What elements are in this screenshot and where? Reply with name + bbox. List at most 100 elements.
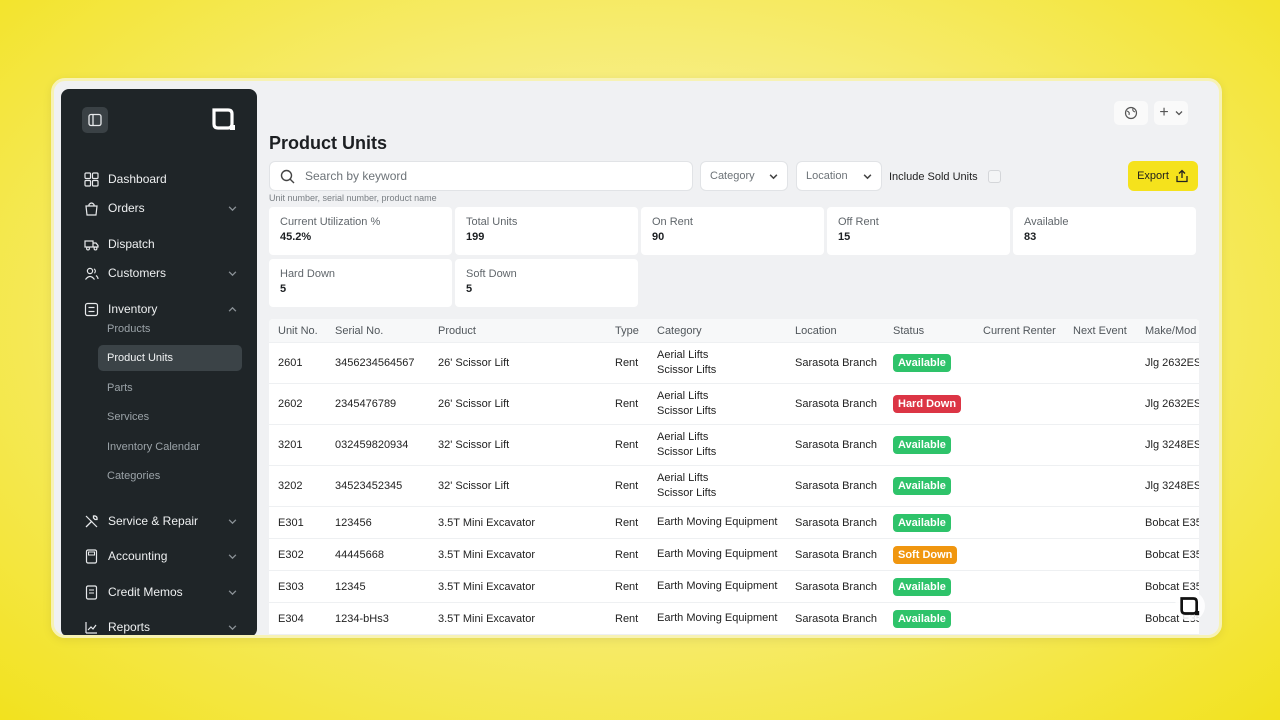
column-header[interactable]: Next Event — [1073, 324, 1127, 337]
table-row[interactable]: E303 12345 3.5T Mini Excavator Rent Sarasota… — [269, 571, 1199, 603]
table-row[interactable]: 2602 2345476789 26' Scissor Lift Rent Saraso… — [269, 384, 1199, 425]
stat-label: On Rent — [652, 216, 693, 228]
unit-number-cell: 3202 — [278, 480, 303, 492]
column-header[interactable]: Status — [893, 324, 925, 337]
chevron-down-icon[interactable] — [228, 202, 237, 216]
table-cell: Sarasota Branch — [795, 571, 877, 602]
add-menu-button[interactable]: + — [1154, 101, 1188, 125]
serial-number-cell: 032459820934 — [335, 439, 409, 451]
table-cell: Rent — [615, 507, 638, 538]
sidebar-item-label: Dispatch — [108, 237, 155, 251]
table-cell: 3.5T Mini Excavator — [438, 571, 535, 602]
category-cell: Earth Moving Equipment — [657, 571, 777, 602]
export-button[interactable]: Export — [1128, 161, 1198, 191]
column-header[interactable]: Type — [615, 324, 639, 337]
table-cell: Jlg 2632ES — [1145, 384, 1199, 424]
sidebar-subitem-parts[interactable]: Parts — [107, 382, 133, 394]
table-cell: Sarasota Branch — [795, 384, 877, 424]
table-cell: Rent — [615, 539, 638, 570]
table-row[interactable]: 3201 032459820934 32' Scissor Lift Rent Sara… — [269, 425, 1199, 466]
globe-button[interactable] — [1114, 101, 1148, 125]
sidebar-item-inventory[interactable]: Inventory — [83, 298, 243, 320]
table-cell: 32' Scissor Lift — [438, 466, 509, 506]
column-header[interactable]: Category — [657, 324, 702, 337]
column-header[interactable]: Unit No. — [278, 324, 318, 337]
product-cell: 26' Scissor Lift — [438, 398, 510, 410]
sidebar-item-reports[interactable]: Reports — [83, 616, 243, 635]
table-cell: Rent — [615, 571, 638, 602]
location-cell: Sarasota Branch — [795, 516, 877, 529]
chevron-down-icon[interactable] — [228, 267, 237, 281]
sidebar-item-accounting[interactable]: Accounting — [83, 545, 243, 567]
stat-label: Off Rent — [838, 216, 879, 228]
include-sold-units[interactable]: Include Sold Units — [889, 170, 1001, 183]
table-row[interactable]: 3202 34523452345 32' Scissor Lift Rent Saras… — [269, 466, 1199, 507]
category-dropdown-label: Category — [710, 170, 755, 182]
table-row[interactable]: 2601 3456234564567 26' Scissor Lift Rent Sar… — [269, 343, 1199, 384]
unit-number-cell: E302 — [278, 548, 304, 561]
sidebar-toggle-icon[interactable] — [82, 107, 108, 133]
table-cell: 032459820934 — [335, 425, 408, 465]
table-row[interactable]: E301 123456 3.5T Mini Excavator Rent Sarasot… — [269, 507, 1199, 539]
table-row[interactable]: E304 1234-bHs3 3.5T Mini Excavator Rent Sara… — [269, 603, 1199, 635]
status-badge: Available — [893, 513, 951, 532]
upload-icon — [1176, 169, 1188, 183]
column-header[interactable]: Make/Mod — [1145, 324, 1197, 337]
category-line: Earth Moving Equipment — [657, 580, 778, 592]
sidebar-item-credit-memos[interactable]: Credit Memos — [83, 581, 243, 603]
chevron-down-icon[interactable] — [228, 586, 237, 600]
sidebar-item-orders[interactable]: Orders — [83, 197, 243, 219]
table-row[interactable]: E302 44445668 3.5T Mini Excavator Rent Saras… — [269, 539, 1199, 571]
chevron-down-icon[interactable] — [228, 621, 237, 635]
sidebar-subitem-inventory-calendar[interactable]: Inventory Calendar — [107, 441, 200, 453]
type-cell: Rent — [615, 480, 639, 492]
column-header[interactable]: Serial No. — [335, 324, 384, 337]
wrench-icon — [83, 513, 99, 529]
serial-number-cell: 34523452345 — [335, 480, 403, 492]
chevron-up-icon[interactable] — [228, 303, 237, 317]
table-cell: Jlg 3248ES — [1145, 425, 1199, 465]
search-box[interactable] — [269, 161, 693, 191]
table-cell: 3.5T Mini Excavator — [438, 539, 535, 570]
chevron-down-icon[interactable] — [228, 515, 237, 529]
sidebar-item-label: Credit Memos — [108, 585, 183, 599]
status-badge: Available — [893, 436, 951, 454]
sidebar-subitem-categories[interactable]: Categories — [107, 470, 161, 482]
table-cell: Rent — [615, 425, 638, 465]
sidebar-item-service-repair[interactable]: Service & Repair — [83, 510, 243, 532]
type-cell: Rent — [615, 516, 639, 529]
sidebar-item-customers[interactable]: Customers — [83, 262, 243, 284]
sidebar-subitem-product-units[interactable]: Product Units — [98, 345, 242, 371]
table-cell: 26' Scissor Lift — [438, 384, 509, 424]
sidebar-item-label: Customers — [108, 266, 167, 280]
include-sold-checkbox[interactable] — [987, 170, 1001, 183]
status-cell: Available — [893, 425, 951, 465]
truck-icon — [83, 236, 99, 252]
make-model-cell: Jlg 3248ES — [1145, 480, 1199, 492]
column-header[interactable]: Location — [795, 324, 837, 337]
location-dropdown[interactable]: Location — [796, 161, 882, 191]
sidebar-item-label: Dashboard — [108, 172, 167, 186]
column-header[interactable]: Current Renter — [983, 324, 1056, 337]
brand-logo-icon — [211, 107, 237, 136]
location-dropdown-label: Location — [806, 170, 848, 182]
category-cell: Earth Moving Equipment — [657, 539, 777, 570]
grid-icon — [83, 171, 99, 187]
table-cell: 3.5T Mini Excavator — [438, 603, 535, 634]
column-header[interactable]: Product — [438, 324, 476, 337]
sidebar-subitem-products[interactable]: Products — [107, 323, 151, 335]
category-line: Aerial Lifts — [657, 390, 709, 402]
category-dropdown[interactable]: Category — [700, 161, 788, 191]
sidebar-subitem-services[interactable]: Services — [107, 411, 150, 423]
category-cell: Earth Moving Equipment — [657, 603, 777, 634]
chevron-down-icon[interactable] — [228, 550, 237, 564]
status-cell: Available — [893, 571, 951, 602]
stat-value: 5 — [280, 283, 287, 295]
unit-number-cell: E304 — [278, 612, 304, 625]
sidebar-item-dispatch[interactable]: Dispatch — [83, 233, 243, 255]
table-cell: Sarasota Branch — [795, 603, 877, 634]
search-input[interactable] — [305, 169, 665, 183]
table-cell: Rent — [615, 343, 638, 383]
category-line: Aerial Lifts — [657, 431, 709, 443]
sidebar-item-dashboard[interactable]: Dashboard — [83, 168, 243, 190]
